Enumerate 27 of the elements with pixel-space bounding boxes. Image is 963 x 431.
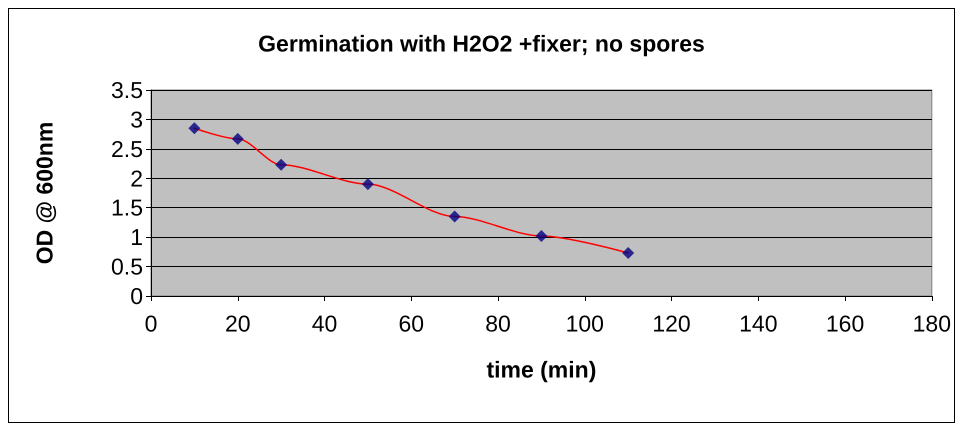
y-tick-label: 1.5 [111, 194, 143, 221]
point [362, 178, 374, 190]
x-tick-label: 80 [485, 310, 511, 336]
y-tick-label: 0 [130, 283, 143, 309]
y-tick-label: 2.5 [111, 136, 143, 162]
y-tick-label: 1 [130, 224, 143, 250]
y-tick-label: 3.5 [111, 77, 143, 103]
x-tick-label: 160 [826, 310, 864, 336]
x-tick-label: 40 [312, 310, 338, 336]
x-tick-label: 20 [224, 310, 251, 336]
point [448, 210, 461, 223]
y-tick-label: 0.5 [111, 254, 143, 280]
chart-title: Germination with H2O2 +fixer; no spores [258, 30, 705, 56]
x-tick-label: 100 [566, 310, 604, 336]
point [622, 247, 634, 260]
point [535, 230, 548, 242]
y-tick-label: 3 [130, 106, 143, 132]
x-tick-label: 60 [398, 310, 424, 336]
y-axis-title: OD @ 600nm [32, 122, 58, 264]
point [188, 122, 200, 134]
y-tick-label: 2 [130, 165, 143, 192]
x-tick-label: 120 [652, 310, 691, 336]
x-axis-title: time (min) [486, 356, 596, 382]
point [232, 132, 244, 145]
x-tick-label: 140 [739, 310, 778, 336]
x-tick-label: 180 [912, 310, 951, 336]
point [275, 158, 288, 171]
